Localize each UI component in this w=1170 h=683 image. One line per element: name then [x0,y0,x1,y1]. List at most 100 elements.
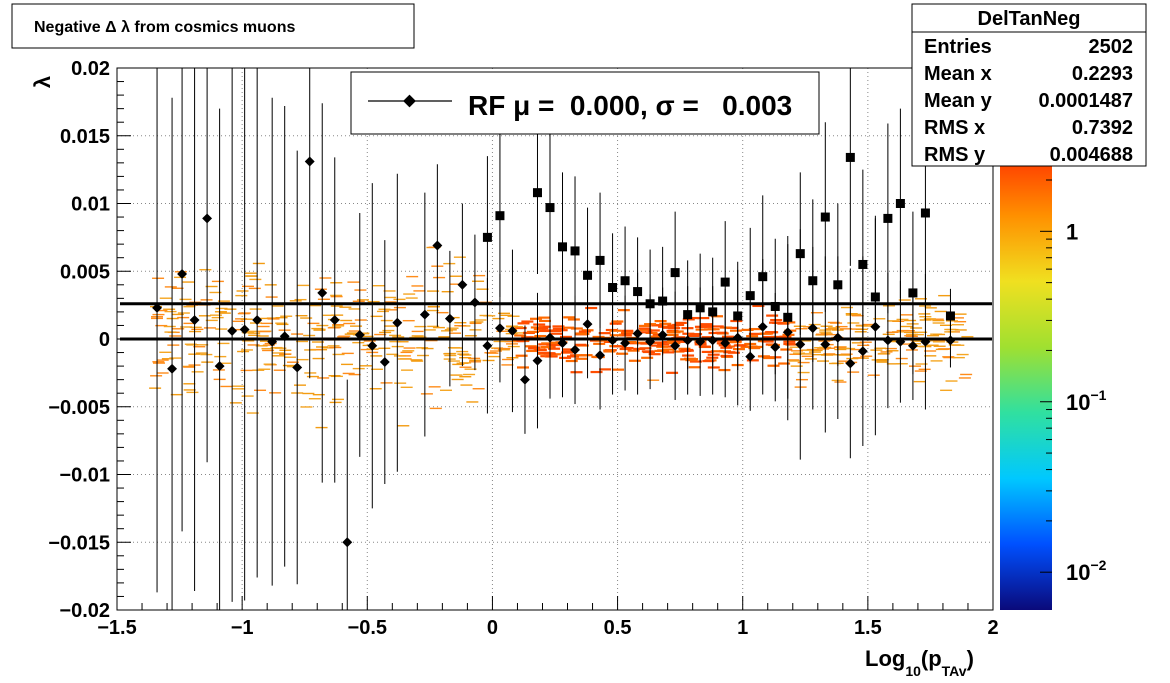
heatmap-bin [380,382,393,384]
heatmap-bin [303,334,316,337]
heatmap-bin [472,388,485,390]
heatmap-bin [384,301,397,303]
heatmap-bin [840,353,853,355]
heatmap-bin [244,272,257,274]
heatmap-bin [815,333,828,335]
heatmap-bin [309,304,322,307]
heatmap-bin [945,320,958,322]
heatmap-bin [443,262,456,265]
heatmap-bin [416,347,429,349]
heatmap-bin [474,319,487,321]
heatmap-bin [533,323,546,326]
heatmap-bin [218,312,231,314]
heatmap-bin [504,340,517,343]
heatmap-bin [570,327,583,330]
heatmap-bin [954,320,967,323]
heatmap-bin [317,377,330,379]
heatmap-bin [257,317,270,320]
heatmap-bin [905,349,918,351]
heatmap-bin [578,330,591,333]
heatmap-bin [648,353,661,356]
heatmap-bin [413,290,426,292]
data-point-square [733,311,743,321]
heatmap-bin [180,326,193,328]
heatmap-bin [371,368,384,370]
color-bar-labels: 110−110−2 [1066,219,1107,585]
heatmap-bin [888,340,901,343]
data-point-diamond [152,302,162,313]
heatmap-bin [453,256,466,258]
heatmap-bin [469,329,482,331]
heatmap-bin [780,348,793,351]
heatmap-bin [847,322,860,324]
heatmap-bin [918,313,931,315]
heatmap-bin [913,380,926,383]
heatmap-bin [193,346,206,348]
heatmap-bin [715,331,728,334]
heatmap-bin [410,359,423,361]
heatmap-bin [242,332,255,334]
heatmap-bin [488,355,501,358]
heatmap-bin [252,369,265,371]
heatmap-bin [159,297,172,299]
data-point-square [795,249,805,259]
data-point-diamond [292,362,303,373]
x-tick-label: −0.5 [348,617,387,639]
heatmap-bin [217,342,230,345]
data-point-square [870,292,880,302]
heatmap-bin [360,365,373,367]
heatmap-bin [574,343,587,346]
heatmap-bin [450,374,463,376]
heatmap-bin [528,336,541,339]
heatmap-bin [900,325,913,328]
heatmap-bin [370,355,383,357]
heatmap-bin [634,341,647,344]
heatmap-bin [327,327,340,329]
heatmap-bin [700,323,713,326]
heatmap-bin [276,323,289,326]
heatmap-bin [719,326,732,329]
heatmap-bin [232,388,245,390]
heatmap-bin [612,345,625,348]
heatmap-bin [341,363,354,366]
heatmap-bin [685,358,698,362]
heatmap-bin [167,344,180,346]
heatmap-bin [252,262,265,265]
heatmap-bin [914,298,927,300]
heatmap-bin [882,305,895,307]
heatmap-bin [697,316,710,320]
heatmap-bin [609,329,622,332]
heatmap-bin [352,300,365,302]
heatmap-bin [590,370,603,374]
heatmap-bin [471,321,484,323]
heatmap-bin [808,351,821,353]
heatmap-bin [940,389,953,392]
heatmap-bin [650,335,663,338]
data-point-square [833,280,843,290]
stats-row-label: Entries [924,36,992,58]
heatmap-bin [730,319,743,323]
data-point-diamond [419,309,430,320]
heatmap-bin [294,298,307,301]
heatmap-bin [757,355,770,358]
heatmap-bin [393,355,406,357]
heatmap-bin [348,308,361,310]
heatmap-bin [924,355,937,357]
x-tick-label: −1 [231,617,254,639]
axis-ticks [116,67,994,611]
heatmap-bin [521,320,534,323]
data-point-diamond [189,315,200,325]
data-point-diamond [267,336,278,347]
heatmap-bin [690,333,703,336]
heatmap-bin [575,354,588,357]
heatmap-bin [900,314,913,316]
heatmap-bin [789,360,802,362]
heatmap-bin [515,354,528,357]
heatmap-bin [886,363,899,365]
heatmap-bin [654,319,667,323]
heatmap-bin [459,366,472,368]
heatmap-bin [199,268,212,271]
heatmap-bin [393,306,406,309]
heatmap-bin [555,329,568,332]
heatmap-bin [808,323,821,326]
